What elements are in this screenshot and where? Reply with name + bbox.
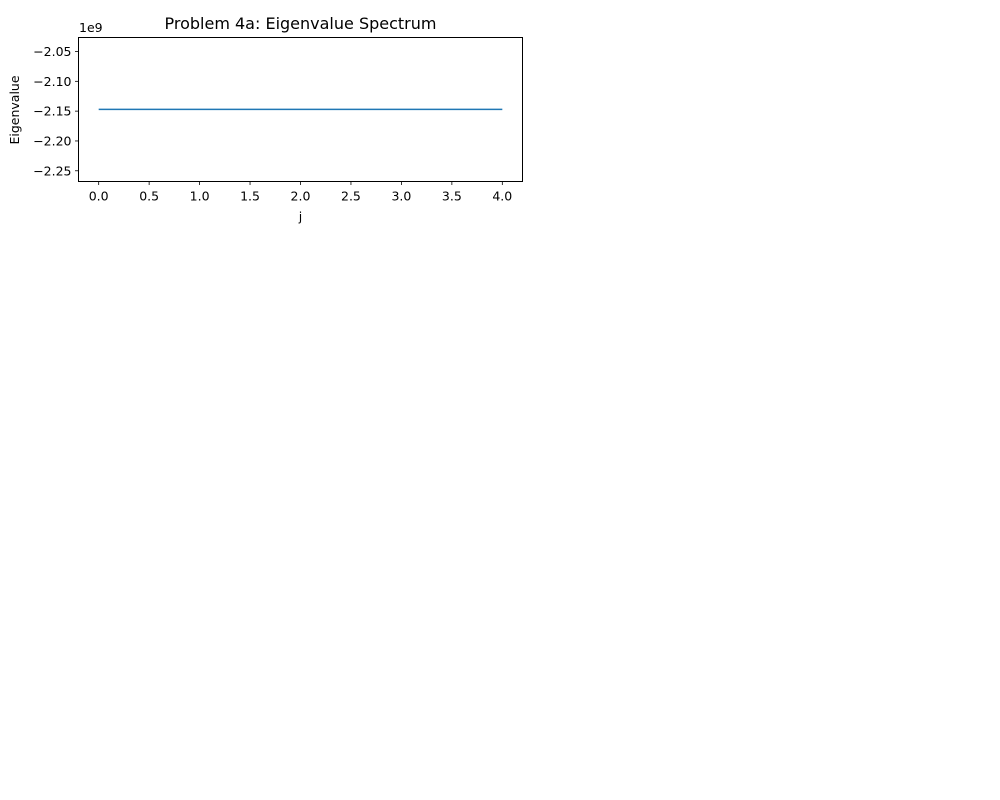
x-tick-label: 0.0 xyxy=(89,189,109,204)
y-tick-label: −2.15 xyxy=(33,104,71,119)
chart-title: Problem 4a: Eigenvalue Spectrum xyxy=(165,14,437,33)
x-tick-label: 1.5 xyxy=(240,189,260,204)
x-axis: 0.0 0.5 1.0 1.5 2.0 2.5 3.0 3.5 4.0 xyxy=(89,181,512,204)
y-axis-label: Eigenvalue xyxy=(7,75,22,144)
x-tick-label: 4.0 xyxy=(492,189,512,204)
x-tick-label: 0.5 xyxy=(139,189,159,204)
y-tick-label: −2.05 xyxy=(33,44,71,59)
y-axis: −2.25 −2.20 −2.15 −2.10 −2.05 xyxy=(33,44,79,178)
y-tick-label: −2.25 xyxy=(33,163,71,178)
x-tick-label: 3.0 xyxy=(391,189,411,204)
x-tick-label: 3.5 xyxy=(442,189,462,204)
x-axis-label: j xyxy=(298,209,302,224)
x-tick-label: 1.0 xyxy=(190,189,210,204)
x-tick-label: 2.5 xyxy=(341,189,361,204)
y-axis-offset-label: 1e9 xyxy=(79,20,103,35)
y-tick-label: −2.10 xyxy=(33,74,71,89)
axes-frame xyxy=(78,37,523,182)
y-tick-label: −2.20 xyxy=(33,133,71,148)
x-tick-label: 2.0 xyxy=(291,189,311,204)
